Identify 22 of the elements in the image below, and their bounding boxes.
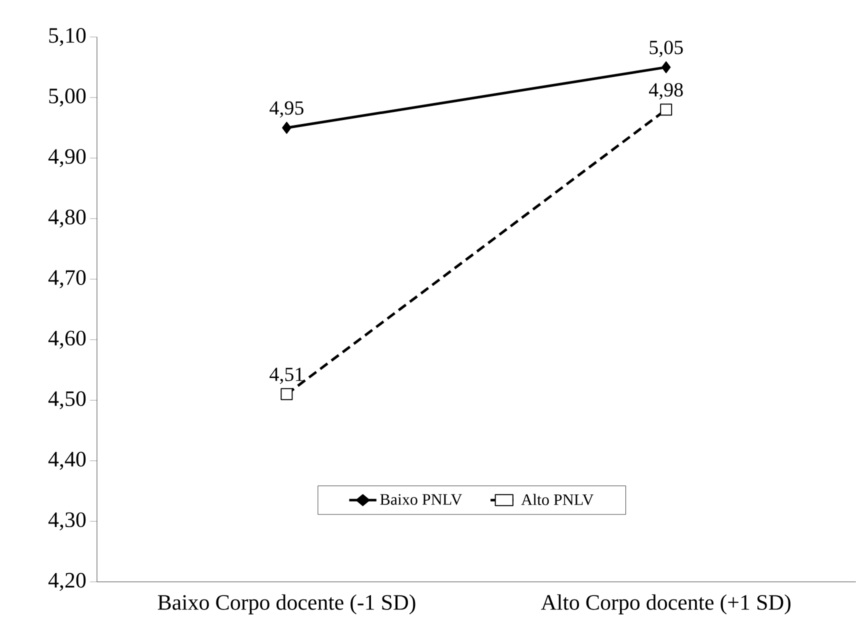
y-tick-label: 5,00 [49,88,86,107]
point [660,104,672,116]
point [280,388,293,400]
data-label: 4,95 [270,101,304,118]
y-tick-label: 4,70 [48,270,86,288]
data-label: 5,05 [650,40,683,58]
data-label: 4,98 [648,83,683,100]
legend-label: Alto PNLV [521,494,594,506]
y-tick-label: 4,60 [48,330,86,349]
y-tick-label: 4,90 [48,149,86,168]
data-label: 4,51 [270,368,303,384]
x-tick-label: Alto Corpo docente (+1 SD) [540,594,790,614]
y-tick-label: 5,10 [49,28,86,46]
point [661,61,671,74]
x-tick-label: Baixo Corpo docente (-1 SD) [158,594,416,614]
y-tick-label: 4,20 [48,573,86,592]
y-tick-label: 4,50 [48,391,86,410]
y-tick-label: 4,40 [48,452,86,470]
legend-label: Baixo PNLV [380,494,462,506]
y-tick-label: 4,30 [48,512,86,531]
point [282,122,292,134]
y-tick-label: 4,80 [48,210,86,228]
